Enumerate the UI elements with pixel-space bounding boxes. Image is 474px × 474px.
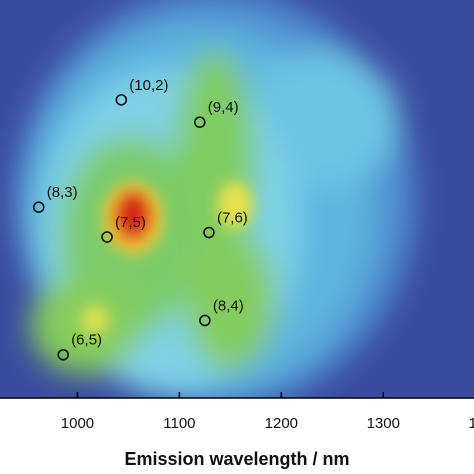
species-label: (7,5) bbox=[115, 214, 146, 231]
x-tick-label: 1000 bbox=[61, 415, 94, 432]
species-marker bbox=[203, 226, 215, 239]
x-axis-title: Emission wavelength / nm bbox=[124, 449, 349, 469]
x-tick-label: 1400 bbox=[469, 415, 474, 432]
heatmap-field bbox=[0, 0, 474, 398]
species-label: (6,5) bbox=[71, 332, 102, 349]
species-marker bbox=[32, 201, 45, 213]
x-tick-label: 1200 bbox=[265, 415, 298, 432]
species-label: (8,3) bbox=[47, 184, 78, 201]
species-label: (7,6) bbox=[217, 210, 248, 227]
species-label: (8,4) bbox=[213, 297, 244, 314]
species-marker bbox=[115, 94, 128, 106]
species-label: (9,4) bbox=[208, 99, 239, 116]
species-label: (10,2) bbox=[129, 77, 168, 94]
species-marker bbox=[57, 348, 70, 361]
species-marker bbox=[199, 314, 211, 327]
species-marker bbox=[193, 116, 206, 129]
x-tick-label: 1100 bbox=[163, 415, 195, 432]
x-tick-label: 1300 bbox=[367, 415, 400, 432]
species-marker bbox=[101, 231, 113, 243]
